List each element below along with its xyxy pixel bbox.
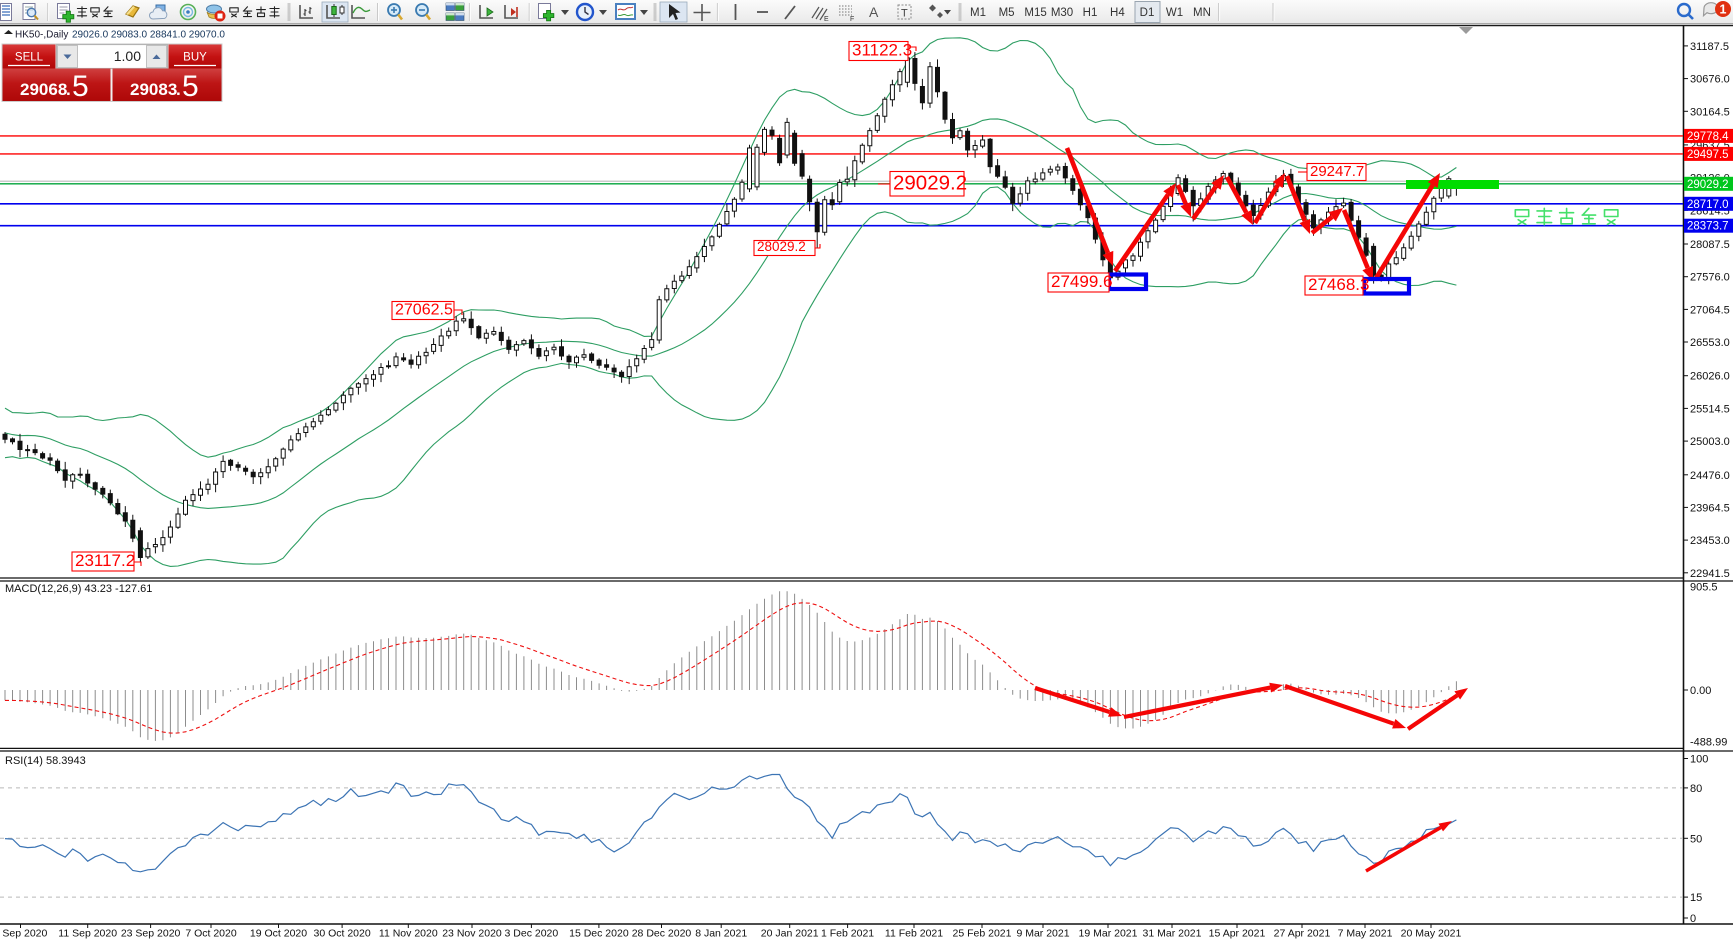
svg-text:50: 50: [1690, 833, 1702, 845]
svg-text:MACD(12,26,9) 43.23 -127.61: MACD(12,26,9) 43.23 -127.61: [5, 583, 152, 595]
svg-text:D1: D1: [1140, 7, 1155, 19]
svg-text:11 Nov 2020: 11 Nov 2020: [379, 928, 438, 940]
svg-text:30164.5: 30164.5: [1690, 106, 1730, 118]
svg-text:29778.4: 29778.4: [1687, 131, 1729, 143]
svg-text:29083: 29083: [130, 80, 177, 99]
svg-text:BUY: BUY: [183, 52, 207, 64]
svg-text:29247.7: 29247.7: [1310, 163, 1364, 180]
svg-text:28087.5: 28087.5: [1690, 239, 1730, 251]
svg-text:20 Jan 2021: 20 Jan 2021: [761, 928, 819, 940]
svg-text:29497.5: 29497.5: [1687, 149, 1729, 161]
svg-text:30676.0: 30676.0: [1690, 74, 1730, 86]
svg-text:29026.0 29083.0 28841.0 29070.: 29026.0 29083.0 28841.0 29070.0: [72, 30, 225, 41]
svg-text:29068: 29068: [20, 80, 67, 99]
svg-text:27064.5: 27064.5: [1690, 304, 1730, 316]
svg-text:M30: M30: [1051, 7, 1073, 19]
svg-text:SELL: SELL: [15, 52, 44, 64]
svg-text:905.5: 905.5: [1690, 582, 1718, 594]
svg-text:1: 1: [1720, 3, 1727, 17]
svg-text:80: 80: [1690, 783, 1702, 795]
svg-text:.: .: [66, 80, 71, 99]
svg-text:27499.6: 27499.6: [1051, 272, 1112, 291]
svg-text:E: E: [824, 16, 829, 23]
svg-text:M1: M1: [970, 7, 986, 19]
svg-text:MN: MN: [1193, 7, 1211, 19]
svg-text:28029.2: 28029.2: [757, 239, 806, 254]
svg-text:3 Dec 2020: 3 Dec 2020: [505, 928, 559, 940]
svg-text:15: 15: [1690, 892, 1702, 904]
svg-text:1 Feb 2021: 1 Feb 2021: [821, 928, 874, 940]
svg-text:100: 100: [1690, 754, 1708, 766]
svg-text:15 Dec 2020: 15 Dec 2020: [569, 928, 629, 940]
svg-text:7 Oct 2020: 7 Oct 2020: [185, 928, 237, 940]
svg-text:HK50-,Daily: HK50-,Daily: [15, 30, 68, 41]
svg-text:28 Dec 2020: 28 Dec 2020: [632, 928, 692, 940]
svg-text:30 Oct 2020: 30 Oct 2020: [313, 928, 370, 940]
svg-text:H4: H4: [1110, 7, 1125, 19]
svg-text:25003.0: 25003.0: [1690, 436, 1730, 448]
svg-text:23964.5: 23964.5: [1690, 502, 1730, 514]
svg-text:1 Sep 2020: 1 Sep 2020: [0, 928, 48, 940]
svg-text:.: .: [176, 80, 181, 99]
svg-text:T: T: [901, 8, 908, 20]
svg-text:27062.5: 27062.5: [395, 302, 453, 319]
svg-text:15 Apr 2021: 15 Apr 2021: [1209, 928, 1266, 940]
svg-text:23 Sep 2020: 23 Sep 2020: [121, 928, 181, 940]
svg-text:27576.0: 27576.0: [1690, 272, 1730, 284]
svg-text:7 May 2021: 7 May 2021: [1338, 928, 1393, 940]
svg-text:H1: H1: [1083, 7, 1098, 19]
svg-text:27468.3: 27468.3: [1308, 275, 1369, 294]
svg-text:26026.0: 26026.0: [1690, 371, 1730, 383]
svg-text:23 Nov 2020: 23 Nov 2020: [442, 928, 502, 940]
svg-text:F: F: [850, 16, 854, 23]
svg-text:22941.5: 22941.5: [1690, 568, 1730, 580]
svg-text:23453.0: 23453.0: [1690, 535, 1730, 547]
svg-text:0: 0: [1690, 913, 1696, 925]
svg-text:5: 5: [182, 70, 199, 103]
svg-text:11 Feb 2021: 11 Feb 2021: [885, 928, 943, 940]
svg-text:19 Mar 2021: 19 Mar 2021: [1079, 928, 1138, 940]
svg-text:24476.0: 24476.0: [1690, 470, 1730, 482]
svg-text:29029.2: 29029.2: [893, 172, 967, 195]
svg-text:27 Apr 2021: 27 Apr 2021: [1274, 928, 1331, 940]
svg-text:M15: M15: [1024, 7, 1046, 19]
svg-text:W1: W1: [1166, 7, 1183, 19]
svg-text:25 Feb 2021: 25 Feb 2021: [953, 928, 1012, 940]
svg-text:A: A: [869, 4, 879, 20]
svg-text:11 Sep 2020: 11 Sep 2020: [58, 928, 117, 940]
svg-text:28717.0: 28717.0: [1687, 199, 1729, 211]
svg-text:26553.0: 26553.0: [1690, 337, 1730, 349]
svg-text:5: 5: [72, 70, 89, 103]
svg-text:25514.5: 25514.5: [1690, 403, 1730, 415]
svg-text:-488.99: -488.99: [1690, 737, 1727, 749]
svg-text:9 Mar 2021: 9 Mar 2021: [1016, 928, 1069, 940]
svg-text:1.00: 1.00: [114, 48, 141, 64]
svg-text:20 May 2021: 20 May 2021: [1401, 928, 1462, 940]
svg-text:M5: M5: [999, 7, 1015, 19]
svg-text:23117.2: 23117.2: [75, 551, 135, 570]
svg-text:31122.3: 31122.3: [852, 40, 912, 59]
svg-text:31 Mar 2021: 31 Mar 2021: [1143, 928, 1202, 940]
svg-text:19 Oct 2020: 19 Oct 2020: [250, 928, 307, 940]
svg-text:8 Jan 2021: 8 Jan 2021: [695, 928, 747, 940]
svg-text:RSI(14) 58.3943: RSI(14) 58.3943: [5, 755, 86, 767]
svg-text:31187.5: 31187.5: [1690, 41, 1729, 53]
svg-text:29029.2: 29029.2: [1687, 179, 1729, 191]
svg-text:28373.7: 28373.7: [1687, 221, 1729, 233]
svg-text:0.00: 0.00: [1690, 685, 1711, 697]
